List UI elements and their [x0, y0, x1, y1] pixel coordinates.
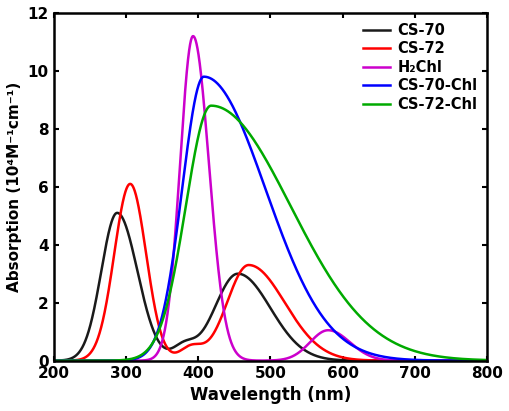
Legend: CS-70, CS-72, H₂Chl, CS-70-Chl, CS-72-Chl: CS-70, CS-72, H₂Chl, CS-70-Chl, CS-72-Ch…: [359, 20, 479, 114]
Line: H₂Chl: H₂Chl: [53, 36, 486, 360]
CS-72-Chl: [332, 284, 338, 289]
CS-70-Chl: [129, 357, 135, 362]
H₂Chl: [50, 358, 56, 363]
CS-72: [310, 339, 316, 344]
CS-72-Chl: [406, 347, 412, 352]
Y-axis label: Absorption (10⁴M⁻¹cm⁻¹): Absorption (10⁴M⁻¹cm⁻¹): [7, 82, 22, 292]
CS-72-Chl: [374, 330, 380, 335]
CS-70: [374, 358, 380, 363]
CS-72-Chl: [483, 358, 489, 363]
CS-70: [50, 358, 56, 363]
H₂Chl: [374, 356, 380, 361]
CS-72: [127, 181, 133, 186]
H₂Chl: [129, 358, 135, 363]
CS-72: [216, 319, 222, 324]
CS-72: [406, 358, 412, 363]
Line: CS-72: CS-72: [53, 184, 486, 360]
CS-72: [374, 358, 380, 363]
CS-70: [129, 247, 135, 252]
Line: CS-70: CS-70: [53, 213, 486, 360]
CS-70: [310, 353, 316, 358]
CS-70-Chl: [310, 301, 316, 306]
CS-70: [114, 210, 120, 215]
H₂Chl: [310, 336, 316, 341]
CS-72: [483, 358, 489, 363]
CS-72-Chl: [129, 356, 135, 361]
CS-72-Chl: [50, 358, 56, 363]
Line: CS-70-Chl: CS-70-Chl: [53, 77, 486, 360]
H₂Chl: [332, 330, 338, 335]
H₂Chl: [190, 34, 196, 39]
H₂Chl: [216, 275, 222, 280]
H₂Chl: [483, 358, 489, 363]
CS-70: [332, 357, 338, 362]
CS-70: [216, 295, 222, 300]
CS-70: [406, 358, 412, 363]
CS-72-Chl: [310, 247, 316, 252]
H₂Chl: [406, 358, 412, 363]
CS-70-Chl: [374, 353, 380, 358]
CS-72-Chl: [216, 104, 222, 109]
X-axis label: Wavelength (nm): Wavelength (nm): [189, 386, 350, 404]
CS-70-Chl: [50, 358, 56, 363]
Line: CS-72-Chl: CS-72-Chl: [53, 106, 486, 360]
CS-70-Chl: [216, 83, 222, 88]
CS-72: [50, 358, 56, 363]
CS-70-Chl: [332, 330, 338, 335]
CS-72: [332, 353, 338, 358]
CS-70: [483, 358, 489, 363]
CS-70-Chl: [406, 357, 412, 362]
CS-72: [129, 183, 135, 188]
CS-70-Chl: [201, 74, 207, 79]
CS-70-Chl: [483, 358, 489, 363]
CS-72-Chl: [208, 103, 214, 108]
